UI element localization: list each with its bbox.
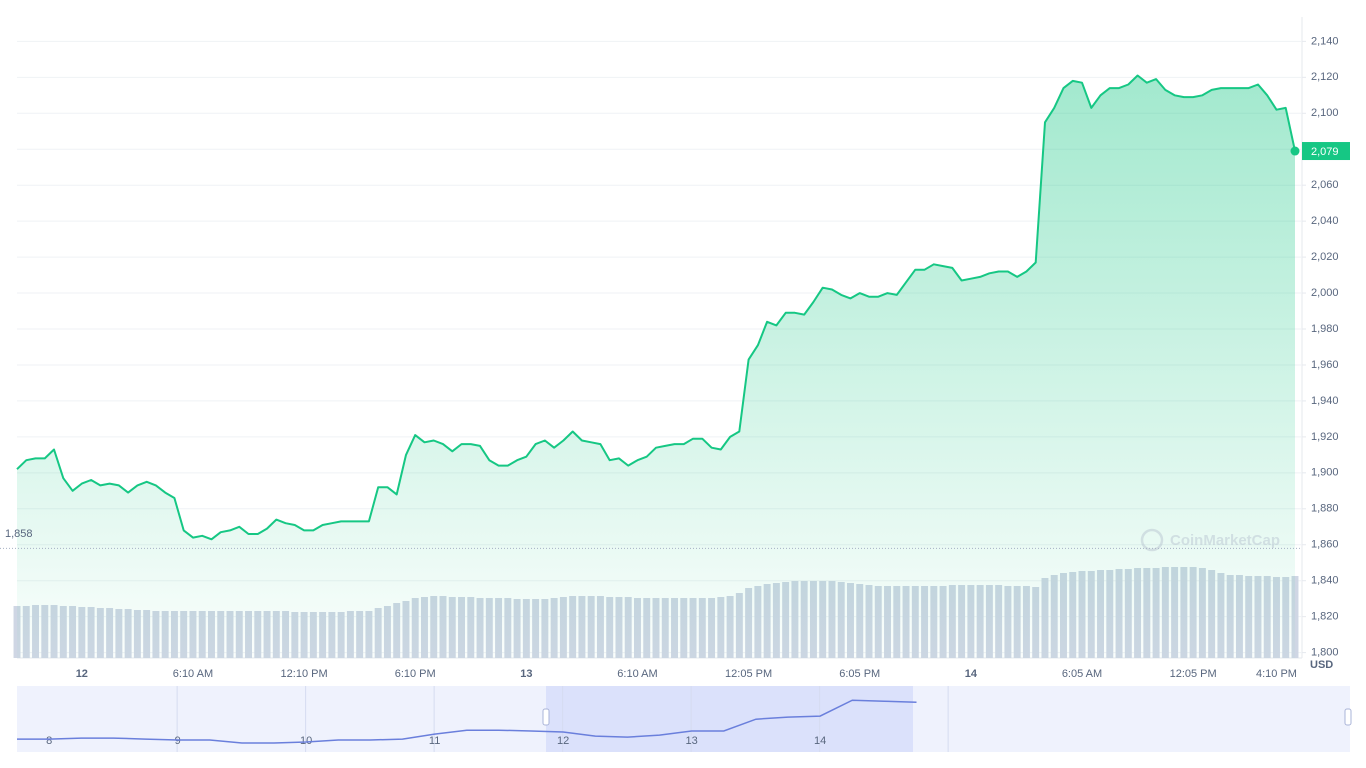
y-tick-label: 1,980 (1311, 323, 1339, 335)
x-tick-label: 12:10 PM (281, 668, 328, 680)
navigator-handle[interactable] (542, 708, 550, 726)
watermark: CoinMarketCap (1140, 528, 1280, 552)
navigator-label: 10 (300, 735, 312, 747)
y-tick-label: 1,820 (1311, 611, 1339, 623)
navigator-label: 14 (814, 735, 826, 747)
y-tick-label: 1,960 (1311, 359, 1339, 371)
x-tick-label: 6:10 AM (617, 668, 657, 680)
x-tick-label: 13 (520, 668, 532, 680)
y-tick-label: 1,860 (1311, 539, 1339, 551)
x-tick-label: 6:05 PM (839, 668, 880, 680)
y-tick-label: 2,040 (1311, 215, 1339, 227)
current-dot (1290, 146, 1300, 156)
navigator-label: 11 (429, 735, 440, 747)
price-area (17, 75, 1295, 658)
watermark-text: CoinMarketCap (1170, 532, 1280, 549)
current-price-box (1302, 142, 1350, 161)
y-tick-label: 1,940 (1311, 395, 1339, 407)
x-tick-label: 14 (965, 668, 978, 680)
y-tick-label: 2,020 (1311, 251, 1339, 263)
x-tick-label: 6:05 AM (1062, 668, 1102, 680)
watermark-logo (1140, 528, 1164, 552)
y-tick-label: 1,900 (1311, 467, 1339, 479)
x-tick-label: 12 (76, 668, 88, 680)
navigator-selection[interactable] (546, 686, 913, 752)
current-price-label: 2,079 (1311, 146, 1339, 158)
navigator-label: 13 (686, 735, 698, 747)
navigator-label: 8 (46, 735, 52, 747)
y-tick-label: 1,840 (1311, 575, 1339, 587)
x-tick-label: 12:05 PM (1170, 668, 1217, 680)
y-tick-label: 2,120 (1311, 71, 1339, 83)
y-tick-label: 2,140 (1311, 35, 1339, 47)
y-tick-label: 2,000 (1311, 287, 1339, 299)
y-tick-label: 1,920 (1311, 431, 1339, 443)
x-tick-label: 4:10 PM (1256, 668, 1297, 680)
x-tick-label: 6:10 AM (173, 668, 213, 680)
x-tick-label: 12:05 PM (725, 668, 772, 680)
y-unit: USD (1310, 659, 1333, 671)
price-line (16, 74, 1296, 541)
navigator-label: 12 (557, 735, 569, 747)
y-tick-label: 1,800 (1311, 647, 1339, 659)
navigator-handle[interactable] (1344, 708, 1352, 726)
y-tick-label: 2,060 (1311, 179, 1339, 191)
y-tick-label: 1,880 (1311, 503, 1339, 515)
reference-label: 1,858 (5, 528, 33, 540)
navigator-label: 9 (175, 735, 181, 747)
x-tick-label: 6:10 PM (395, 668, 436, 680)
navigator-line (17, 699, 917, 744)
y-tick-label: 2,100 (1311, 107, 1339, 119)
